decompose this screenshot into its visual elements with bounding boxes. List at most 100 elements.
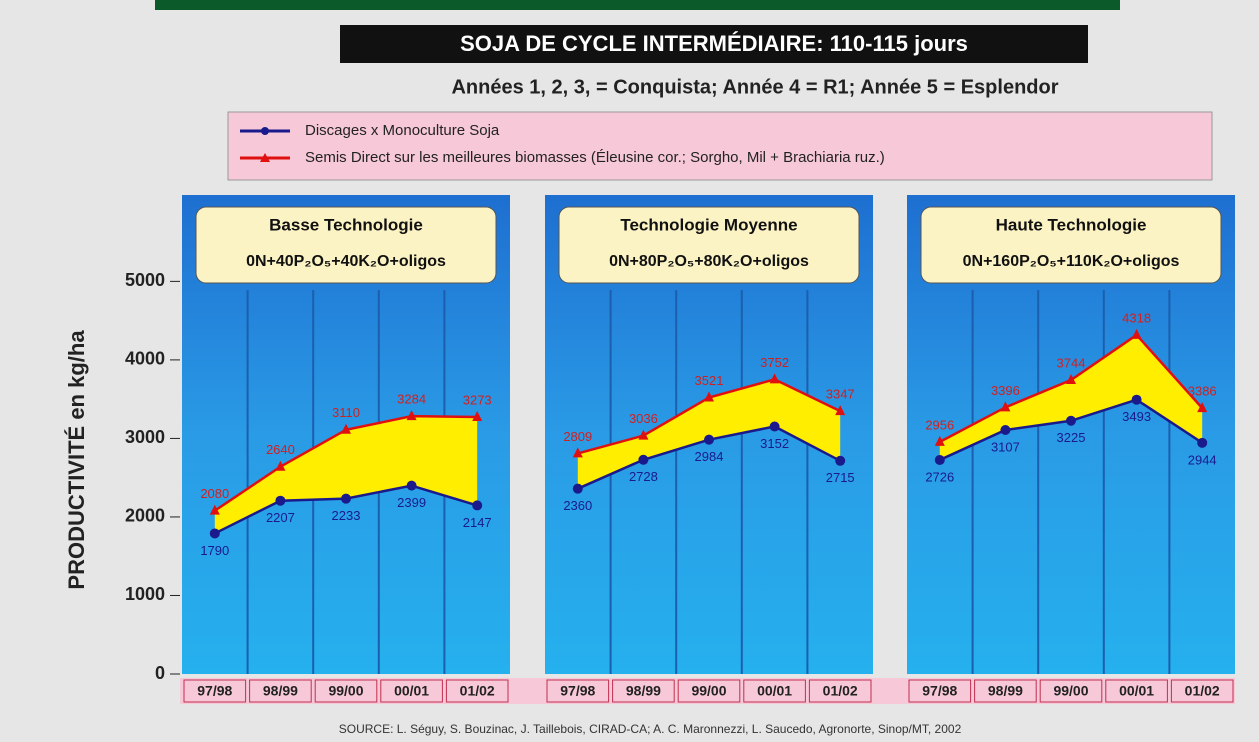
point	[835, 405, 846, 416]
point	[572, 483, 583, 494]
point	[1197, 437, 1208, 448]
value-label: 2399	[397, 495, 426, 510]
value-label: 3493	[1122, 409, 1151, 424]
value-label: 3744	[1057, 355, 1086, 370]
category-box	[808, 679, 872, 703]
panel-title-box	[558, 206, 860, 284]
category-box	[249, 679, 312, 703]
category-box	[314, 679, 378, 703]
panel-title-box	[195, 206, 497, 284]
point	[769, 421, 780, 432]
point	[1197, 402, 1208, 413]
value-label: 2147	[463, 515, 492, 530]
title-box	[340, 25, 1088, 63]
point	[934, 454, 945, 465]
x-tick-label: 01/02	[823, 683, 858, 699]
panel-formula: 0N+80P₂O₅+80K₂O+oligos	[609, 253, 809, 270]
value-label: 3225	[1057, 430, 1086, 445]
gap-area	[214, 416, 478, 534]
value-label: 3152	[760, 436, 789, 451]
value-label: 2984	[695, 449, 724, 464]
y-axis-label: PRODUCTIVITÉ en kg/ha	[64, 330, 89, 590]
value-label: 3396	[991, 383, 1020, 398]
point	[341, 493, 351, 504]
value-label: 3036	[629, 411, 658, 426]
point	[835, 455, 846, 466]
legend-marker	[261, 127, 269, 135]
value-label: 3347	[826, 387, 855, 402]
value-label: 2715	[826, 470, 855, 485]
point	[638, 429, 649, 440]
value-label: 3110	[332, 405, 360, 420]
value-label: 3752	[760, 355, 789, 370]
point	[934, 435, 945, 446]
value-label: 4318	[1122, 310, 1151, 325]
point	[209, 528, 220, 539]
category-box	[1105, 679, 1168, 703]
point	[1066, 415, 1076, 426]
point	[769, 373, 780, 384]
point	[572, 447, 583, 458]
y-tick-label: 3000	[125, 427, 165, 447]
point	[341, 423, 351, 434]
y-tick-label: 2000	[125, 506, 165, 526]
point	[275, 460, 286, 471]
x-tick-label: 98/99	[988, 683, 1023, 699]
category-box	[974, 679, 1037, 703]
panel-title: Basse Technologie	[269, 215, 423, 234]
category-box	[1170, 679, 1234, 703]
x-tick-label: 00/01	[394, 683, 429, 699]
x-tick-label: 99/00	[691, 683, 726, 699]
chart-title: SOJA DE CYCLE INTERMÉDIAIRE: 110-115 jou…	[460, 31, 968, 56]
category-box	[1039, 679, 1103, 703]
value-label: 2944	[1188, 452, 1217, 467]
point	[1131, 328, 1142, 339]
panel-formula: 0N+160P₂O₅+110K₂O+oligos	[963, 253, 1180, 270]
y-tick-label: 5000	[125, 270, 165, 290]
value-label: 2640	[266, 442, 295, 457]
x-tick-label: 99/00	[328, 683, 363, 699]
source: SOURCE: L. Séguy, S. Bouzinac, J. Taille…	[339, 722, 962, 736]
point	[406, 410, 417, 421]
point	[472, 500, 483, 511]
legend-marker	[260, 153, 270, 162]
value-label: 2809	[563, 429, 592, 444]
category-box	[908, 679, 972, 703]
x-tick-label: 00/01	[757, 683, 792, 699]
gap-area	[577, 379, 841, 489]
top-banner	[155, 0, 1120, 10]
value-label: 2207	[266, 510, 295, 525]
value-label: 1790	[200, 543, 229, 558]
point	[209, 504, 220, 515]
value-label: 3284	[397, 392, 426, 407]
category-box	[445, 679, 509, 703]
legend-label: Discages x Monoculture Soja	[305, 122, 500, 139]
value-label: 3386	[1188, 384, 1217, 399]
x-tick-label: 99/00	[1053, 683, 1088, 699]
panel-title: Technologie Moyenne	[620, 215, 797, 234]
value-label: 2726	[925, 469, 954, 484]
value-label: 2956	[925, 417, 954, 432]
x-tick-label: 97/98	[560, 683, 595, 699]
value-label: 3521	[695, 373, 724, 388]
x-tick-label: 01/02	[1185, 683, 1220, 699]
point	[1000, 425, 1011, 436]
category-box	[743, 679, 806, 703]
x-tick-label: 97/98	[922, 683, 957, 699]
value-label: 3273	[463, 392, 492, 407]
point	[1066, 374, 1076, 385]
value-label: 2360	[563, 498, 592, 513]
point	[406, 480, 417, 491]
x-tick-label: 00/01	[1119, 683, 1154, 699]
y-tick-label: 0	[155, 663, 165, 683]
x-tick-label: 98/99	[626, 683, 661, 699]
x-tick-label: 01/02	[460, 683, 495, 699]
x-tick-label: 98/99	[263, 683, 298, 699]
value-label: 2233	[332, 508, 361, 523]
category-box	[183, 679, 247, 703]
category-box	[677, 679, 741, 703]
subtitle: Années 1, 2, 3, = Conquista; Année 4 = R…	[451, 76, 1058, 98]
point	[1000, 401, 1011, 412]
value-label: 2080	[200, 486, 229, 501]
